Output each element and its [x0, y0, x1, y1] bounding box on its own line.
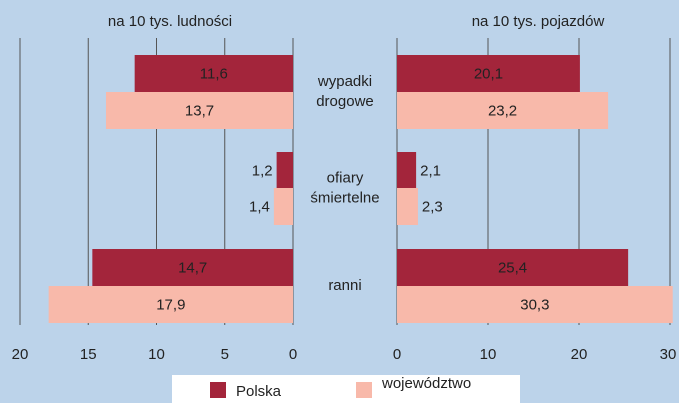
legend-swatch [210, 382, 226, 398]
category-line: drogowe [316, 93, 374, 110]
data-label: 2,3 [422, 198, 443, 215]
x-tick-label: 10 [480, 346, 497, 363]
bar [397, 188, 418, 225]
data-label: 25,4 [498, 259, 527, 276]
data-label: 17,9 [156, 296, 185, 313]
bar [92, 249, 293, 286]
axis-title: na 10 tys. ludności [108, 13, 232, 30]
x-tick-label: 0 [393, 346, 401, 363]
bar [397, 286, 673, 323]
x-tick-label: 20 [12, 346, 29, 363]
data-label: 23,2 [488, 102, 517, 119]
category-line: ofiary [327, 169, 364, 186]
x-tick-label: 20 [571, 346, 588, 363]
data-label: 1,2 [252, 162, 273, 179]
x-tick-label: 30 [660, 346, 677, 363]
legend-swatch [356, 382, 372, 398]
category-line: ranni [328, 277, 361, 294]
data-label: 1,4 [249, 198, 270, 215]
category-label: ranni [328, 277, 361, 294]
data-label: 2,1 [420, 162, 441, 179]
legend-label: Polska [236, 383, 282, 400]
bar [397, 92, 609, 129]
data-label: 14,7 [178, 259, 207, 276]
bar [48, 286, 293, 323]
category-label: wypadki drogowe [316, 73, 374, 110]
axis-title: na 10 tys. pojazdów [472, 13, 605, 30]
x-tick-label: 0 [289, 346, 297, 363]
legend-label: województwo [381, 375, 471, 392]
bar [105, 92, 294, 129]
data-label: 13,7 [185, 102, 214, 119]
category-line: śmiertelne [310, 189, 379, 206]
category-line: wypadki [317, 73, 372, 90]
data-label: 30,3 [520, 296, 549, 313]
legend-box [172, 375, 520, 403]
data-label: 11,6 [200, 65, 228, 82]
bar [276, 152, 293, 189]
bar [134, 55, 293, 92]
data-label: 20,1 [474, 65, 503, 82]
bar [397, 249, 629, 286]
x-tick-label: 10 [148, 346, 165, 363]
bar [397, 55, 580, 92]
x-tick-label: 15 [80, 346, 97, 363]
x-tick-label: 5 [221, 346, 229, 363]
bar [273, 188, 293, 225]
category-label: ofiary śmiertelne [310, 169, 379, 206]
bar [397, 152, 417, 189]
